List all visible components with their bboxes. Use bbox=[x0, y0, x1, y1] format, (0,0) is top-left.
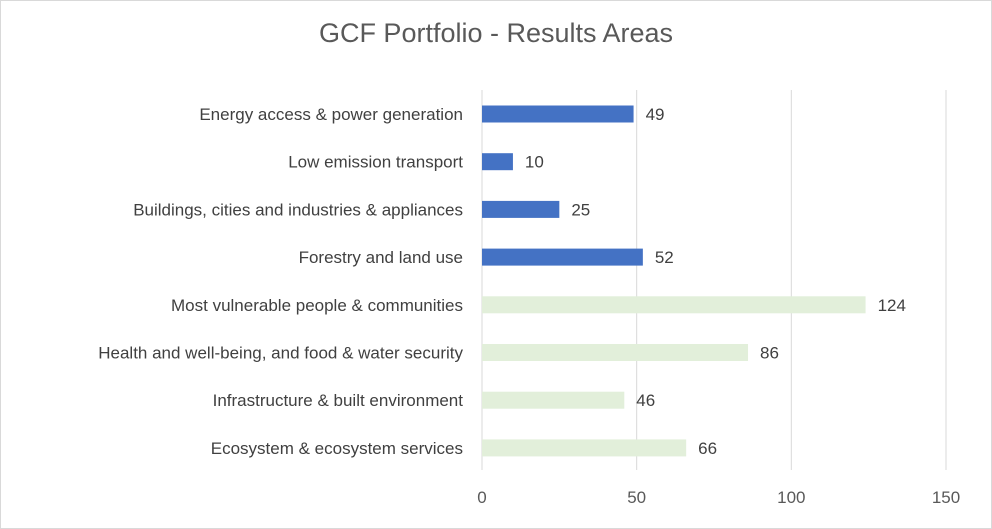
data-label: 52 bbox=[655, 248, 674, 267]
x-tick-label: 0 bbox=[477, 488, 486, 507]
x-tick-label: 50 bbox=[627, 488, 646, 507]
category-label: Forestry and land use bbox=[299, 248, 463, 267]
category-label: Most vulnerable people & communities bbox=[171, 296, 463, 315]
category-label: Ecosystem & ecosystem services bbox=[211, 439, 463, 458]
category-label: Low emission transport bbox=[288, 153, 463, 172]
bar bbox=[482, 391, 625, 409]
bar bbox=[482, 105, 634, 123]
bar bbox=[482, 439, 687, 457]
data-label: 66 bbox=[698, 439, 717, 458]
bar bbox=[482, 248, 643, 266]
bar bbox=[482, 200, 560, 218]
category-label: Health and well-being, and food & water … bbox=[98, 344, 463, 363]
data-label: 124 bbox=[878, 296, 906, 315]
data-label: 46 bbox=[636, 391, 655, 410]
x-tick-label: 100 bbox=[777, 488, 805, 507]
data-label: 25 bbox=[571, 200, 590, 219]
chart-title: GCF Portfolio - Results Areas bbox=[318, 18, 674, 48]
data-label: 10 bbox=[525, 153, 544, 172]
x-tick-label: 150 bbox=[932, 488, 960, 507]
category-label: Infrastructure & built environment bbox=[213, 391, 464, 410]
category-label: Energy access & power generation bbox=[199, 105, 463, 124]
data-label: 86 bbox=[760, 344, 779, 363]
data-label: 49 bbox=[646, 105, 665, 124]
bar bbox=[482, 296, 866, 314]
category-label: Buildings, cities and industries & appli… bbox=[133, 200, 463, 219]
bar bbox=[482, 153, 513, 171]
bar bbox=[482, 344, 749, 361]
